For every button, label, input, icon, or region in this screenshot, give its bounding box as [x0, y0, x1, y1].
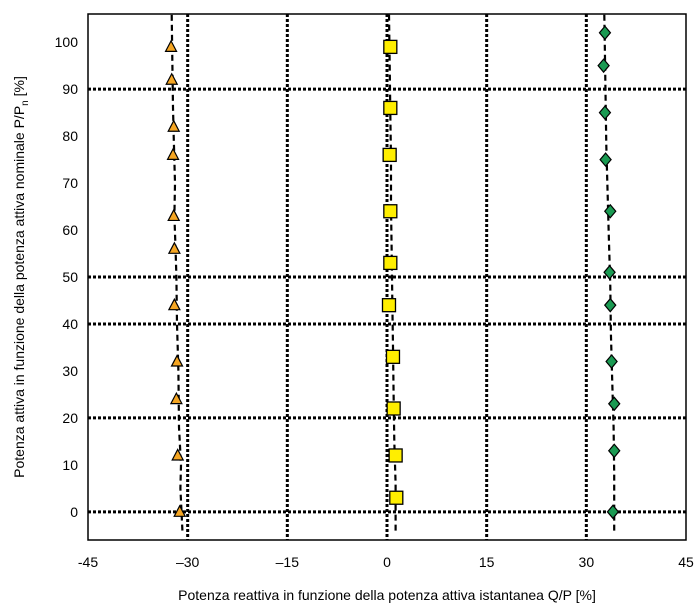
square-marker [388, 448, 403, 463]
y-tick-label: 20 [62, 410, 78, 426]
x-tick-label: 30 [579, 554, 595, 570]
triangle-marker [164, 39, 178, 52]
y-tick-label: 60 [62, 222, 78, 238]
x-tick-label: -45 [78, 554, 98, 570]
y-tick-label: 30 [62, 363, 78, 379]
y-axis-label-main: Potenza attiva in funzione della potenza… [11, 106, 27, 478]
square-marker [382, 147, 397, 163]
square-marker [383, 100, 398, 116]
square-marker [381, 298, 397, 313]
square-marker [383, 39, 398, 55]
grid-layer [88, 14, 686, 540]
diamond-marker [605, 354, 618, 369]
square-marker [383, 255, 398, 271]
triangle-marker [167, 119, 181, 132]
diamond-marker [603, 297, 617, 313]
x-tick-label: 45 [678, 554, 694, 570]
square-marker [386, 401, 401, 416]
y-tick-label: 10 [62, 457, 78, 473]
triangle-marker [167, 208, 181, 222]
diamond-marker [603, 203, 617, 219]
square-marker [385, 349, 401, 364]
triangle-marker [166, 147, 180, 160]
x-tick-label: 0 [383, 554, 391, 570]
diamond-marker [597, 58, 610, 74]
triangle-marker [173, 504, 187, 517]
diamond-marker [606, 504, 620, 520]
y-axis-label-tail: [%] [11, 76, 27, 100]
plot-frame [87, 13, 687, 541]
square-marker [389, 490, 404, 505]
x-tick-label: 15 [479, 554, 495, 570]
marker-layer [164, 25, 621, 520]
triangle-marker [170, 354, 184, 367]
y-tick-label: 70 [62, 175, 78, 191]
y-axis-label-subscript: n [20, 100, 31, 106]
triangle-marker [165, 72, 179, 85]
y-tick-label: 50 [62, 269, 78, 285]
diamond-marker [607, 443, 621, 459]
y-tick-label: 0 [70, 504, 78, 520]
diamond-marker [598, 105, 612, 121]
square-marker [383, 204, 398, 219]
triangle-marker [167, 241, 181, 254]
triangle-marker [171, 448, 185, 461]
x-axis-label: Potenza reattiva in funzione della poten… [178, 587, 596, 603]
diamond-marker [598, 25, 612, 41]
y-tick-labels: 0 10 20 30 40 50 60 70 80 90 100 [55, 34, 79, 520]
y-tick-label: 40 [62, 316, 78, 332]
diamond-marker [599, 152, 612, 168]
x-tick-label: –30 [176, 554, 200, 570]
y-axis-label: Potenza attiva in funzione della potenza… [11, 76, 31, 478]
y-tick-label: 90 [62, 81, 78, 97]
triangle-marker [169, 391, 183, 405]
x-tick-labels: -45 –30 –15 0 15 30 45 [78, 554, 694, 570]
trend-line [603, 13, 616, 531]
diamond-marker [607, 396, 621, 412]
diamond-marker [603, 264, 616, 280]
triangle-marker [167, 297, 181, 311]
y-tick-label: 80 [62, 128, 78, 144]
y-tick-label: 100 [55, 34, 79, 50]
x-tick-label: –15 [276, 554, 300, 570]
